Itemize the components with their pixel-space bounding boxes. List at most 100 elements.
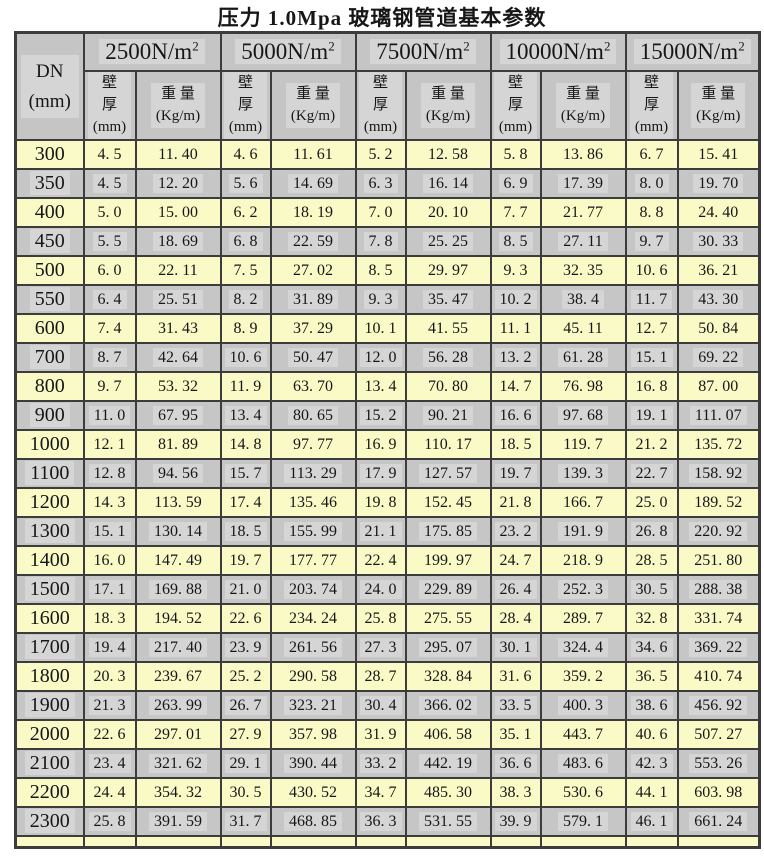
wall-thickness-value: 6. 8 <box>228 231 263 251</box>
wall-thickness-cell: 8. 7 <box>82 342 137 374</box>
weight-cell: 24. 40 <box>676 197 761 229</box>
dn-cell: 2200 <box>14 777 85 809</box>
weight-cell: 147. 49 <box>134 545 222 577</box>
wall-thickness-value: 33. 2 <box>359 753 402 773</box>
weight-value: 400. 3 <box>558 695 608 715</box>
wall-thickness-cell: 8. 2 <box>219 284 272 316</box>
superscript: 2 <box>738 38 745 54</box>
weight-cell: 63. 70 <box>269 371 357 403</box>
weight-cell: 531. 55 <box>404 806 492 838</box>
superscript: 2 <box>192 38 199 54</box>
dn-value: 1400 <box>29 549 70 572</box>
wall-thickness-value: 30. 4 <box>359 695 402 715</box>
weight-value: 42. 64 <box>153 347 203 367</box>
weight-value: 14. 69 <box>288 173 338 193</box>
weight-cell: 35. 47 <box>404 284 492 316</box>
table-row: 1400 16. 0 147. 49 19. 7 177. 77 22. 4 199. 97… <box>14 545 761 577</box>
wall-thickness-cell: 9. 7 <box>82 371 137 403</box>
weight-value: 67. 95 <box>153 405 203 425</box>
weight-value: 25. 25 <box>423 231 473 251</box>
wall-thickness-cell: 4. 5 <box>82 168 137 200</box>
weight-value: 13. 86 <box>563 145 603 163</box>
wall-thickness-value: 24. 7 <box>499 551 532 569</box>
weight-cell: 194. 52 <box>134 603 222 635</box>
wall-thickness-value: 19. 4 <box>88 637 131 657</box>
weight-value: 194. 52 <box>154 609 202 627</box>
weight-value: 261. 56 <box>284 637 342 657</box>
wall-thickness-value: 23. 9 <box>224 637 267 657</box>
weight-cell: 17. 39 <box>539 168 627 200</box>
weight-value: 321. 62 <box>149 753 207 773</box>
weight-cell: 30. 33 <box>676 226 761 258</box>
table-row: 700 8. 7 42. 64 10. 6 50. 47 12. 0 56. 28 13. 2… <box>14 342 761 374</box>
wall-thickness-value: 6. 9 <box>498 173 533 193</box>
weight-value: 579. 1 <box>558 811 608 831</box>
weight-cell: 15. 00 <box>134 197 222 229</box>
wall-thickness-cell: 22. 7 <box>624 458 679 490</box>
wall-thickness-cell: 19. 8 <box>354 487 407 519</box>
weight-cell: 442. 19 <box>404 748 492 780</box>
wall-thickness-cell: 6. 2 <box>219 197 272 229</box>
dn-value: 2100 <box>24 751 75 776</box>
weight-cell: 297. 01 <box>134 719 222 751</box>
wall-thickness-cell: 19. 1 <box>624 400 679 432</box>
dn-value: 600 <box>34 317 65 340</box>
wall-thickness-cell: 30. 4 <box>354 690 407 722</box>
weight-cell: 290. 58 <box>269 661 357 693</box>
weight-value: 18. 19 <box>293 203 333 221</box>
wall-thickness-value: 34. 6 <box>630 637 673 657</box>
wall-thickness-cell: 9. 7 <box>624 226 679 258</box>
wall-thickness-cell: 25. 8 <box>82 806 137 838</box>
weight-value: 29. 97 <box>428 261 468 279</box>
wall-thickness-cell: 13. 4 <box>354 371 407 403</box>
weight-value: 32. 35 <box>563 261 603 279</box>
weight-cell: 553. 26 <box>676 748 761 780</box>
header-group-row: DN (mm) 2500N/m2 5000N/m2 7500N/m2 10000… <box>14 31 761 142</box>
wall-thickness-cell: 32. 8 <box>624 603 679 635</box>
weight-value: 354. 32 <box>154 783 202 801</box>
wall-thickness-value: 21. 0 <box>224 579 267 599</box>
wall-thickness-value: 23. 4 <box>88 753 131 773</box>
weight-value: 31. 43 <box>158 319 198 337</box>
dn-header-label: DN (mm) <box>20 55 79 119</box>
table-row: 400 5. 0 15. 00 6. 2 18. 19 7. 0 20. 10 7. 7 21.… <box>14 197 761 229</box>
weight-value: 70. 80 <box>428 377 468 395</box>
dn-cell: 900 <box>14 400 85 432</box>
weight-cell: 366. 02 <box>404 690 492 722</box>
wall-thickness-cell: 24. 4 <box>82 777 137 809</box>
wall-thickness-header: 壁 厚 (mm) <box>82 69 137 142</box>
weight-value: 189. 52 <box>694 493 743 511</box>
weight-value: 406. 58 <box>424 725 472 743</box>
weight-value: 169. 88 <box>149 579 207 599</box>
dn-cell: 450 <box>14 226 85 258</box>
wall-thickness-cell: 31. 9 <box>354 719 407 751</box>
wall-thickness-value: 21. 3 <box>88 695 131 715</box>
wall-thickness-cell: 7. 7 <box>489 197 542 229</box>
wall-thickness-header: 壁 厚 (mm) <box>489 69 542 142</box>
wall-thickness-cell: 14. 8 <box>219 429 272 461</box>
weight-value: 288. 38 <box>689 579 748 599</box>
weight-value: 328. 84 <box>424 667 472 685</box>
wall-thickness-cell: 18. 3 <box>82 603 137 635</box>
table-row: 1600 18. 3 194. 52 22. 6 234. 24 25. 8 275. 55… <box>14 603 761 635</box>
weight-cell: 456. 92 <box>676 690 761 722</box>
wall-thickness-cell: 23. 4 <box>82 748 137 780</box>
weight-cell: 354. 32 <box>134 777 222 809</box>
wall-thickness-cell: 21. 2 <box>624 429 679 461</box>
weight-value: 251. 80 <box>694 551 743 569</box>
dn-value: 1500 <box>24 577 75 602</box>
table-row-partial <box>14 835 761 849</box>
weight-cell: 20. 10 <box>404 197 492 229</box>
weight-value: 391. 59 <box>149 811 207 831</box>
wall-thickness-cell: 33. 2 <box>354 748 407 780</box>
weight-cell: 261. 56 <box>269 632 357 664</box>
wall-thickness-header: 壁 厚 (mm) <box>624 69 679 142</box>
weight-cell: 18. 69 <box>134 226 222 258</box>
wall-thickness-cell: 26. 4 <box>489 574 542 606</box>
wall-thickness-cell: 26. 7 <box>219 690 272 722</box>
weight-value: 468. 85 <box>284 811 342 831</box>
weight-cell: 603. 98 <box>676 777 761 809</box>
weight-value: 97. 77 <box>293 435 333 453</box>
weight-value: 295. 07 <box>419 637 477 657</box>
dn-cell: 400 <box>14 197 85 229</box>
